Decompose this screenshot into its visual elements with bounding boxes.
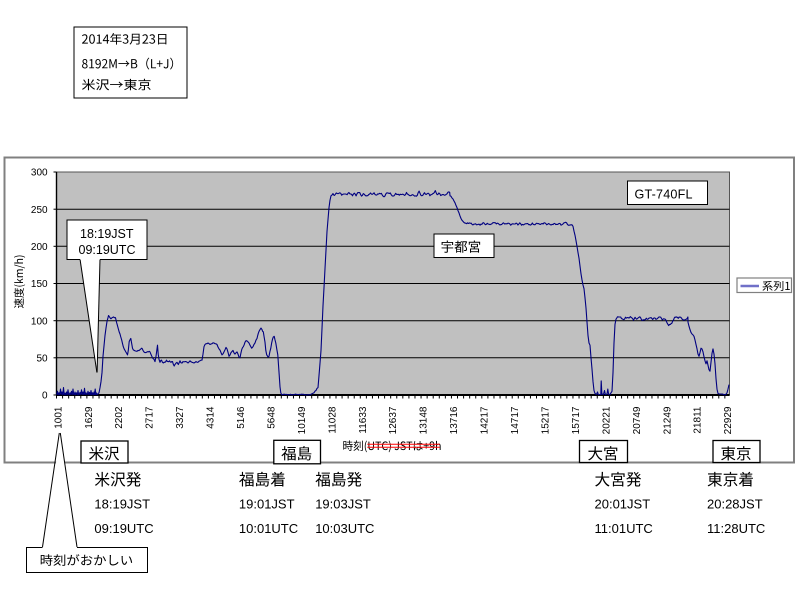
svg-text:14717: 14717	[510, 406, 521, 434]
svg-text:100: 100	[31, 316, 48, 327]
svg-text:13148: 13148	[419, 406, 430, 434]
svg-text:2202: 2202	[114, 406, 125, 429]
svg-text:2717: 2717	[145, 406, 156, 429]
svg-text:10:01UTC: 10:01UTC	[239, 521, 298, 536]
svg-text:11633: 11633	[358, 406, 369, 434]
svg-text:0: 0	[42, 391, 48, 402]
svg-text:50: 50	[36, 353, 48, 364]
svg-text:09:19UTC: 09:19UTC	[79, 243, 136, 257]
svg-text:12637: 12637	[388, 406, 399, 434]
svg-text:20:01JST: 20:01JST	[595, 497, 651, 512]
svg-text:22929: 22929	[723, 406, 734, 434]
svg-text:21249: 21249	[662, 406, 673, 434]
svg-text:200: 200	[31, 242, 48, 253]
svg-text:09:19UTC: 09:19UTC	[94, 521, 153, 536]
svg-text:GT-740FL: GT-740FL	[635, 188, 693, 202]
svg-text:19:03JST: 19:03JST	[315, 497, 371, 512]
svg-text:18:19JST: 18:19JST	[80, 227, 134, 241]
svg-text:14217: 14217	[480, 406, 491, 434]
svg-text:18:19JST: 18:19JST	[94, 497, 150, 512]
svg-text:1001: 1001	[53, 406, 64, 429]
svg-text:13716: 13716	[449, 406, 460, 434]
svg-text:15217: 15217	[541, 406, 552, 434]
svg-text:11:01UTC: 11:01UTC	[595, 521, 653, 536]
svg-text:300: 300	[31, 168, 48, 179]
svg-text:20749: 20749	[632, 406, 643, 434]
svg-text:11:28UTC: 11:28UTC	[707, 521, 765, 536]
svg-text:10149: 10149	[297, 406, 308, 434]
svg-text:19:01JST: 19:01JST	[239, 497, 295, 512]
svg-text:4314: 4314	[206, 406, 217, 429]
svg-text:5648: 5648	[266, 406, 277, 429]
svg-text:1629: 1629	[84, 406, 95, 429]
svg-text:20:28JST: 20:28JST	[707, 497, 763, 512]
svg-text:5146: 5146	[236, 406, 247, 429]
svg-text:10:03UTC: 10:03UTC	[315, 521, 374, 536]
svg-text:11028: 11028	[327, 406, 338, 434]
svg-text:20221: 20221	[601, 406, 612, 434]
svg-text:15717: 15717	[571, 406, 582, 434]
svg-text:150: 150	[31, 279, 48, 290]
svg-text:250: 250	[31, 205, 48, 216]
svg-text:21811: 21811	[693, 406, 704, 434]
svg-text:3327: 3327	[175, 406, 186, 429]
